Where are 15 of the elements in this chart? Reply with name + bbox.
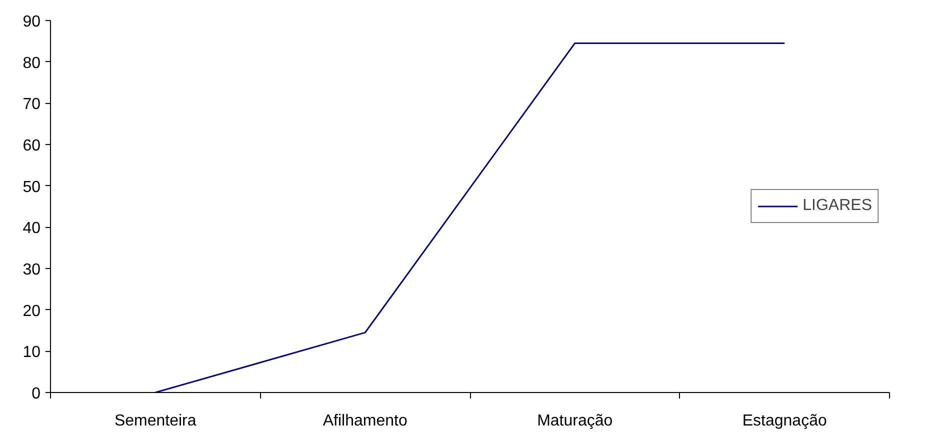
y-tick-label: 60: [22, 138, 41, 154]
y-tick-label: 40: [22, 220, 41, 238]
x-tick-label: Estagnação: [742, 412, 827, 430]
y-tick-label: 10: [22, 344, 41, 362]
y-tick-label: 30: [22, 262, 41, 278]
x-tick-label: Maturação: [537, 412, 613, 430]
y-tick-label: 70: [22, 96, 41, 114]
x-tick-label: Sementeira: [114, 412, 196, 430]
y-tick-label: 80: [22, 54, 41, 72]
x-tick-label: Afilhamento: [322, 412, 408, 430]
y-tick-label: 20: [22, 302, 41, 320]
y-tick-label: 0: [32, 386, 41, 402]
y-tick-label: 90: [22, 14, 41, 30]
y-tick-label: 50: [22, 178, 41, 196]
legend-label: LIGARES: [802, 197, 872, 215]
